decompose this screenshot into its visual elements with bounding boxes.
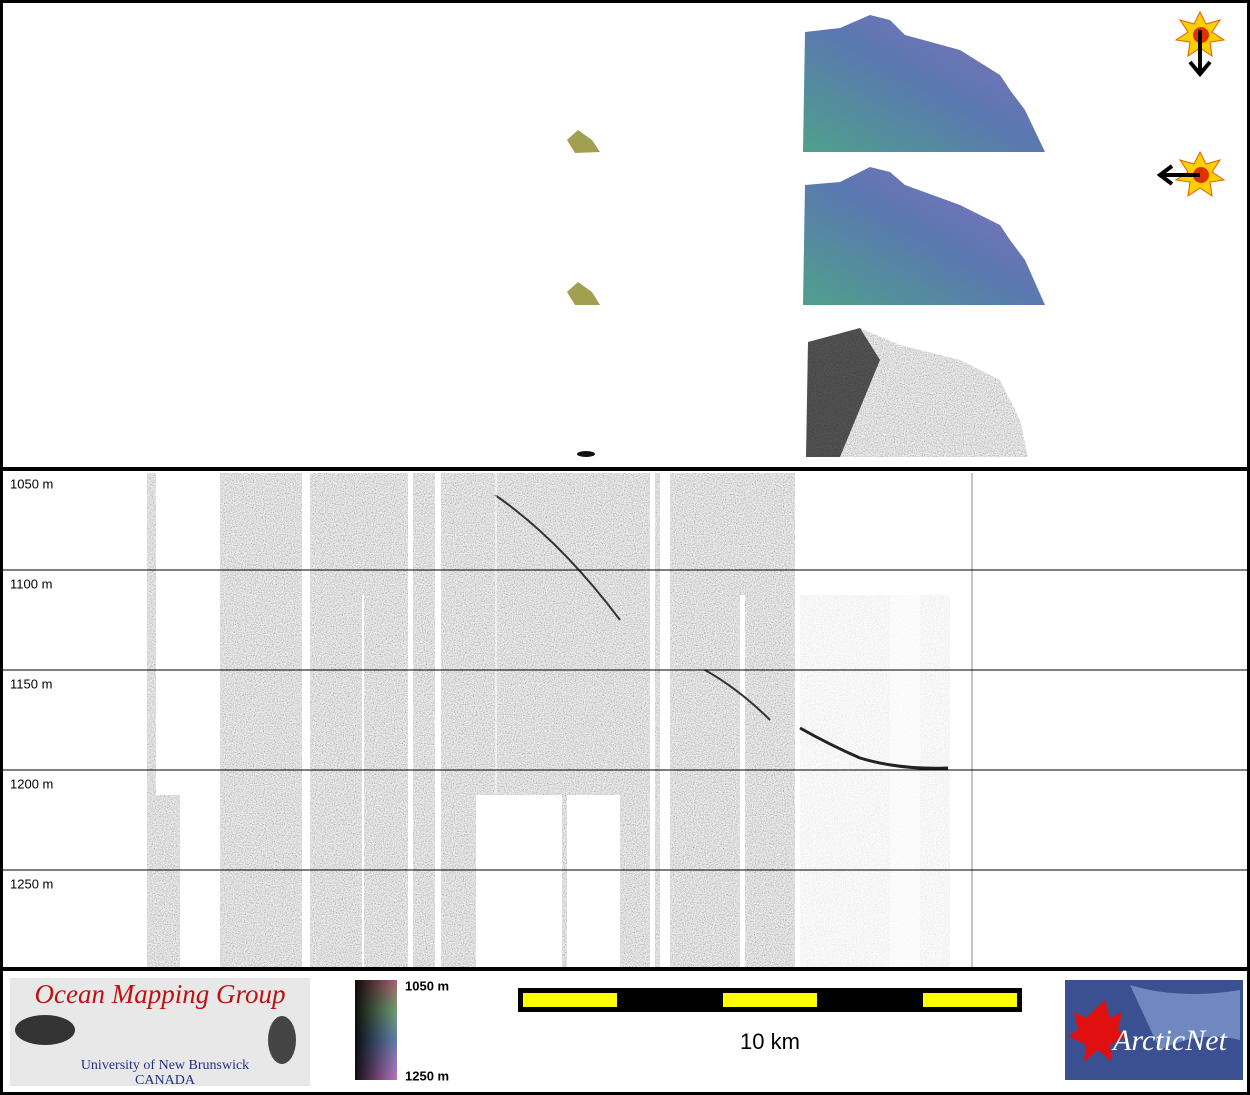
- bathymetry-image: [803, 15, 1045, 152]
- patch: [577, 451, 595, 457]
- profile-strip: [670, 473, 740, 968]
- shadow: [806, 328, 880, 457]
- logo-title: ArcticNet: [1111, 1024, 1228, 1057]
- profile-strip: [362, 473, 408, 595]
- sun-icon: [1174, 10, 1226, 78]
- tick-label: 1200 m: [10, 776, 53, 791]
- sub-bottom-profiles: [147, 473, 973, 968]
- tick-label: 1100 m: [10, 576, 52, 591]
- colorbar-shade: [355, 980, 397, 1080]
- logo-title: Ocean Mapping Group: [35, 979, 286, 1009]
- tick-label: 1150 m: [10, 676, 52, 691]
- profile-strip: [740, 473, 745, 595]
- scale-bar: 10 km: [518, 988, 1022, 1054]
- scale-bar-segment: [923, 993, 1017, 1007]
- colorbar-label: 1050 m: [405, 978, 449, 993]
- colorbar: 1050 m 1250 m: [355, 978, 449, 1083]
- logo-line: CANADA: [135, 1073, 196, 1088]
- scale-bar-segment: [523, 993, 617, 1007]
- profile-strip: [147, 473, 156, 968]
- logo-line: University of New Brunswick: [81, 1058, 249, 1073]
- colorbar-label: 1250 m: [405, 1068, 449, 1083]
- arcticnet-logo: ArcticNet: [1065, 980, 1243, 1080]
- profile-strip: [364, 595, 408, 968]
- profile-strip: [220, 473, 302, 968]
- logo-graphic: [1130, 985, 1240, 1050]
- divider: [0, 967, 1250, 971]
- divider: [0, 467, 1250, 471]
- scale-bar-label: 10 km: [740, 1029, 800, 1054]
- bathymetry-image: [803, 167, 1045, 305]
- ocean-mapping-logo: Ocean Mapping Group University of New Br…: [10, 978, 310, 1088]
- profile-strip: [441, 473, 476, 968]
- profile-strip: [655, 473, 660, 968]
- tick-label: 1050 m: [10, 476, 53, 491]
- patch: [567, 282, 600, 305]
- profile-strip: [156, 795, 180, 968]
- reflector: [799, 726, 949, 770]
- profile-strip: [413, 473, 435, 968]
- profile-strip: [800, 595, 950, 968]
- logo-graphic: [268, 1016, 296, 1064]
- logo-graphic: [15, 1015, 75, 1045]
- reflector: [494, 494, 621, 621]
- map-panel: [567, 10, 1226, 457]
- sun-icon: [1156, 150, 1226, 198]
- profile-strip: [890, 595, 920, 968]
- tick-label: 1250 m: [10, 876, 53, 891]
- profile-strip: [476, 473, 620, 795]
- maple-leaf: [1068, 1000, 1128, 1062]
- profile-strip: [745, 473, 795, 968]
- scale-bar-segment: [723, 993, 817, 1007]
- profile-strip: [620, 473, 650, 968]
- reflector: [704, 669, 771, 721]
- depth-axis: 1050 m 1100 m 1150 m 1200 m 1250 m: [3, 476, 1247, 891]
- profile-strip: [310, 473, 362, 968]
- patch: [567, 130, 600, 153]
- profile-strip: [562, 795, 567, 968]
